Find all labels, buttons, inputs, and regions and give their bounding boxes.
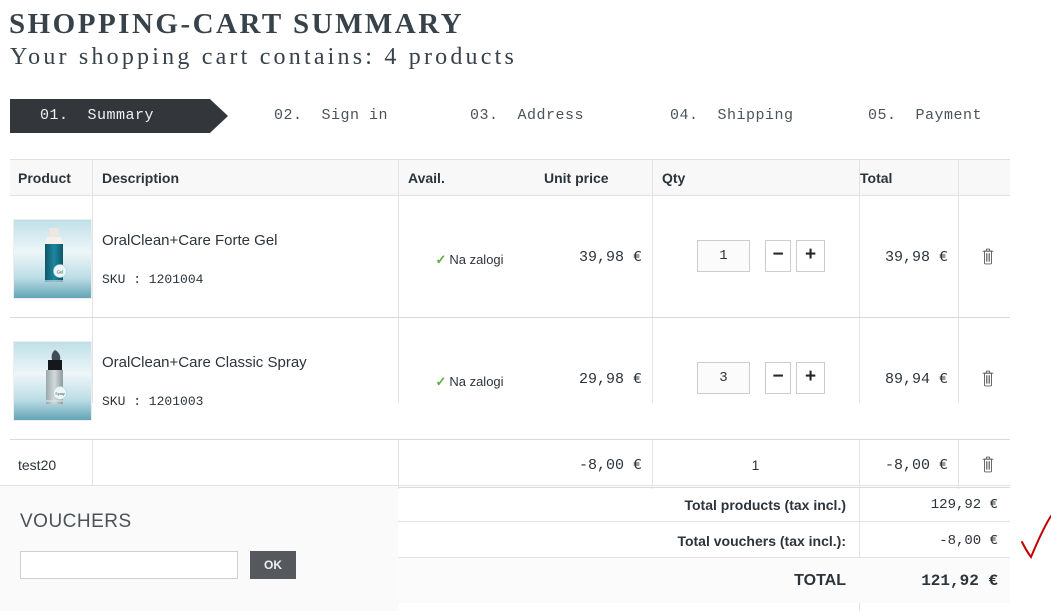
svg-text:Gel: Gel	[57, 269, 64, 274]
svg-text:Spray: Spray	[55, 392, 65, 396]
